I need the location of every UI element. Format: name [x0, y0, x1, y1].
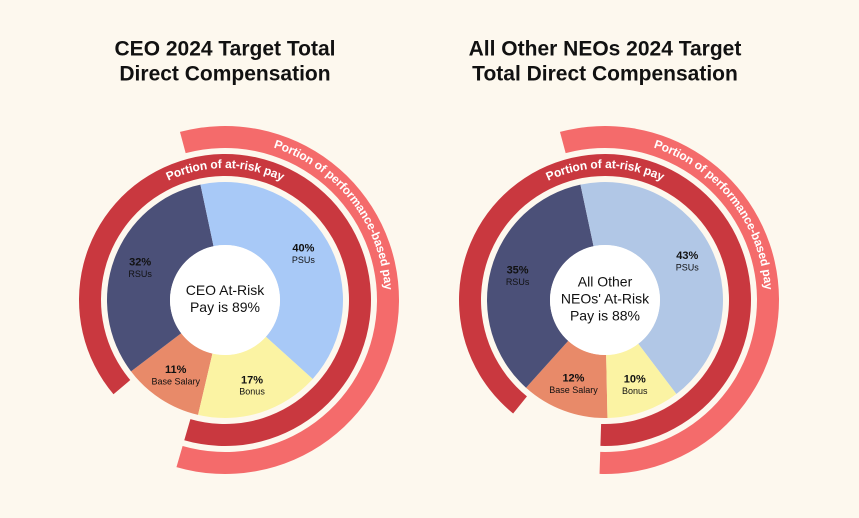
segment-value-label: 43%: [676, 250, 698, 262]
segment-value-label: 12%: [562, 373, 584, 385]
donut-segment: [200, 182, 343, 379]
chart-title: Direct Compensation: [119, 63, 330, 86]
segment-value-label: 40%: [292, 243, 314, 255]
segment-category-label: Bonus: [622, 386, 648, 396]
segment-category-label: Base Salary: [151, 376, 200, 386]
segment-category-label: Base Salary: [549, 385, 598, 395]
center-label: Pay is 89%: [190, 299, 260, 315]
segment-category-label: RSUs: [506, 277, 530, 287]
donut-segment: [198, 336, 313, 419]
segment-value-label: 35%: [507, 264, 529, 276]
donut-segment: [487, 184, 594, 388]
segment-category-label: Bonus: [239, 387, 265, 397]
donut-hole: [170, 245, 280, 355]
donut-segment: [107, 184, 214, 372]
segment-value-label: 17%: [241, 374, 263, 386]
chart-title: All Other NEOs 2024 Target: [469, 38, 742, 61]
segment-value-label: 32%: [129, 256, 151, 268]
center-label: NEOs' At-Risk: [561, 291, 650, 307]
segment-value-label: 11%: [165, 364, 187, 376]
donut-segment: [131, 333, 213, 415]
center-label: Pay is 88%: [570, 308, 640, 324]
donut-hole: [550, 245, 660, 355]
center-label: All Other: [578, 274, 633, 290]
donut-segment: [580, 181, 724, 394]
center-label: CEO At-Risk: [186, 282, 266, 298]
segment-category-label: PSUs: [676, 263, 700, 273]
chart-title: Total Direct Compensation: [472, 63, 738, 86]
chart-title: CEO 2024 Target Total: [115, 38, 336, 61]
segment-value-label: 10%: [624, 373, 646, 385]
segment-category-label: PSUs: [292, 255, 316, 265]
segment-category-label: RSUs: [128, 269, 152, 279]
donut-segment: [526, 340, 608, 418]
donut-segment: [606, 343, 677, 418]
